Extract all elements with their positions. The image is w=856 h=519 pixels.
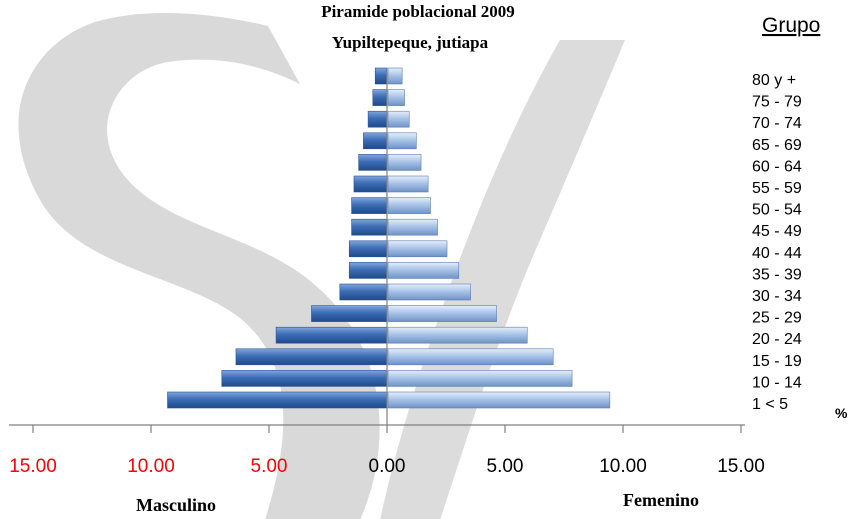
legend-title: Grupo [762,14,820,37]
x-tick-label: 10.00 [127,456,175,477]
bar-female [387,370,573,387]
age-group-label: 1 < 5 [752,396,788,413]
x-tick-label: 15.00 [717,456,765,477]
bar-male [372,89,388,106]
age-group-label: 40 - 44 [752,245,802,262]
age-group-label: 60 - 64 [752,158,802,175]
xlabel-right: Femenino [623,490,699,510]
x-tick-label: 10.00 [599,456,647,477]
bar-male [358,154,388,171]
bar-female [387,175,429,193]
age-group-label: 45 - 49 [752,223,802,240]
bar-male [348,262,388,279]
bar-female [387,67,403,85]
age-group-label: 75 - 79 [752,94,802,111]
bar-female [387,154,422,171]
bar-male [167,391,388,409]
bar-female [387,326,528,344]
x-tick-label: 0.00 [369,456,406,477]
bar-male [374,67,388,85]
watermark-shape [18,13,380,519]
age-labels-group: 1 < 5 10 - 14 15 - 19 20 - 24 25 - 29 30 - 34… [752,72,802,413]
watermark-stroke [380,40,625,519]
age-group-label: 20 - 24 [752,331,802,348]
bar-female [387,283,471,301]
bar-male [311,305,388,322]
unit-label: % [835,405,848,421]
xlabel-left: Masculino [136,495,216,515]
bar-female [387,132,417,150]
bar-male [351,197,388,214]
age-group-label: 35 - 39 [752,266,802,283]
bar-male [235,348,388,366]
bars-group [167,67,611,425]
age-group-label: 55 - 59 [752,180,802,197]
bar-female [387,240,448,258]
bar-female [387,110,410,128]
bar-female [387,348,554,366]
bar-female [387,391,611,409]
age-group-label: 65 - 69 [752,137,802,154]
age-group-label: 25 - 29 [752,310,802,327]
bar-female [387,305,497,322]
bar-male [363,132,388,150]
bar-female [387,262,460,279]
bar-female [387,89,405,106]
bar-male [221,370,388,387]
bar-male [348,240,388,258]
x-tick-label: 5.00 [487,456,524,477]
chart-title: Piramide poblacional 2009 [321,2,515,21]
bar-male [351,218,388,236]
bar-male [339,283,388,301]
age-group-label: 10 - 14 [752,374,802,391]
x-tick-label: 5.00 [251,456,288,477]
age-group-label: 70 - 74 [752,115,802,132]
age-group-label: 30 - 34 [752,288,802,305]
bar-female [387,197,431,214]
bar-male [367,110,388,128]
x-tick-label: 15.00 [9,456,57,477]
age-group-label: 15 - 19 [752,353,802,370]
age-group-label: 50 - 54 [752,202,802,219]
bar-female [387,218,438,236]
bar-male [353,175,388,193]
chart-subtitle: Yupiltepeque, jutiapa [332,33,489,52]
bar-male [275,326,388,344]
age-group-label: 80 y + [752,72,796,89]
x-axis-ticks: 15.00 10.00 5.00 0.00 5.00 10.00 15.00 [9,425,765,477]
